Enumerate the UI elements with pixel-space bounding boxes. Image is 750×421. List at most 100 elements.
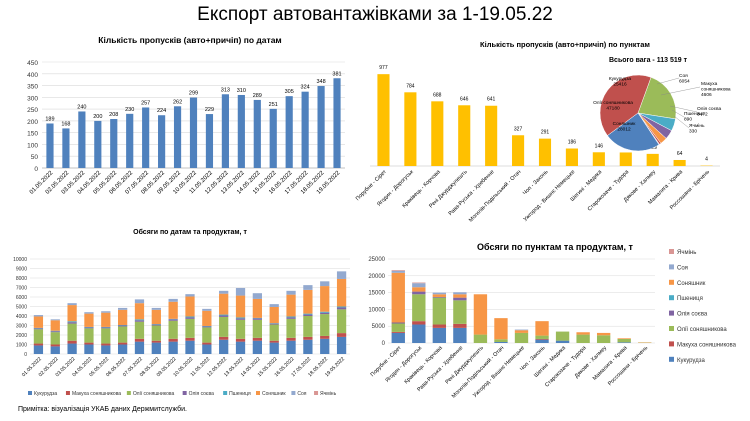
chart4-legend-label: Пшениця [229, 391, 251, 397]
chart4-segment [168, 319, 178, 321]
chart2-xtick: Чоп - Захонь [522, 169, 549, 196]
chart4-segment [286, 340, 296, 354]
chart5-segment [617, 342, 631, 343]
chart4-segment [252, 298, 262, 318]
chart4-segment [118, 344, 128, 354]
chart5-segment [391, 270, 405, 273]
chart4-segment [202, 326, 212, 328]
chart1-ytick: 150 [27, 131, 38, 138]
chart5-segment [494, 339, 508, 342]
chart4-legend-swatch [65, 391, 70, 395]
chart5-segment [391, 332, 405, 343]
pie-leader-line [671, 109, 685, 118]
chart4-legend-label: Макуха соняшникова [72, 391, 121, 397]
chart1-bar [189, 97, 198, 168]
chart4-segment [286, 337, 296, 341]
chart4-segment [219, 316, 229, 337]
chart2-title: Кількість пропусків (авто+причіп) по пун… [480, 40, 650, 49]
chart4-segment [50, 344, 60, 347]
chart5-segment [555, 331, 570, 341]
chart2-data-label: 146 [595, 143, 604, 149]
chart4-segment [185, 340, 195, 354]
chart4-ytick: 3000 [16, 324, 27, 330]
chart5-segment [412, 324, 426, 343]
pie-label-value: 28012 [617, 127, 631, 133]
chart4-segment [168, 298, 178, 302]
pie-label-value: 4606 [701, 92, 712, 98]
chart4-segment [320, 311, 330, 313]
pie-label-value: 47180 [606, 106, 620, 112]
chart2-bar [592, 152, 605, 166]
chart4-segment [252, 337, 262, 341]
chart4-segment [151, 307, 161, 310]
pie-slice [599, 74, 652, 136]
chart4-segment [303, 339, 313, 354]
chart5-segment [576, 334, 590, 343]
chart4-segment [219, 290, 229, 294]
chart4-segment [168, 338, 178, 342]
chart5-ytick: 15000 [368, 291, 385, 297]
chart4-title: Обсяги по датам та продуктам, т [133, 228, 247, 236]
chart4-segment [235, 341, 246, 354]
chart5-segment [412, 321, 426, 325]
chart1-bar [46, 123, 54, 168]
chart4-segment [202, 344, 212, 354]
chart4-segment [134, 319, 145, 321]
chart5-segment [596, 332, 611, 336]
chart4-segment [50, 332, 60, 345]
chart1-bar [253, 99, 261, 168]
chart4-segment [50, 319, 60, 321]
chart4-segment [50, 331, 60, 333]
chart4-segment [134, 338, 145, 342]
chart4-segment [235, 338, 246, 342]
chart4-segment [252, 340, 262, 354]
chart4-segment [185, 296, 195, 317]
chart4-segment [235, 319, 246, 339]
chart2-data-label: 291 [541, 130, 550, 136]
chart5-legend-swatch [669, 356, 674, 362]
chart5-segment [391, 270, 405, 271]
chart5-segment [453, 294, 467, 298]
chart4-segment [336, 306, 347, 308]
chart4-segment [286, 318, 296, 338]
chart4-segment [219, 339, 229, 354]
chart5-segment [453, 300, 467, 324]
chart4-segment [185, 294, 195, 297]
chart4-legend-label: Соя [297, 391, 306, 397]
chart4-segment [185, 316, 195, 318]
chart1-data-label: 324 [301, 85, 310, 91]
chart1-bar [62, 128, 70, 168]
chart4-segment [219, 293, 229, 315]
chart4-segment [118, 325, 128, 327]
chart4-segment [50, 346, 60, 354]
chart5-segment [514, 330, 529, 333]
chart4-legend-label: Соняшник [262, 391, 286, 397]
chart4-segment [320, 314, 330, 336]
chart4-ytick: 2000 [16, 333, 27, 339]
chart1-ytick: 100 [27, 142, 38, 149]
chart4-segment [235, 317, 246, 319]
chart4-segment [320, 281, 330, 287]
chart4-segment [252, 318, 262, 320]
pie-label-name: Олії соняшникова [593, 100, 633, 106]
chart5-segment [432, 297, 447, 325]
chart1-data-label: 257 [141, 100, 150, 106]
chart5-segment [391, 322, 405, 324]
chart4-segment [50, 320, 60, 331]
pie-label-name: Ячмінь [689, 123, 705, 129]
chart5-segment [412, 291, 426, 295]
chart4-segment [134, 320, 145, 322]
chart4-segment [185, 318, 195, 338]
chart4-segment [269, 342, 279, 354]
chart4-segment [101, 328, 111, 344]
chart4-segment [33, 329, 44, 344]
pie-label-name: Макуха [701, 81, 718, 87]
chart4-legend-swatch [314, 391, 319, 395]
chart5-segment [535, 339, 549, 343]
chart4-segment [33, 343, 44, 346]
chart5-legend-label: Соя [677, 265, 688, 271]
chart4-segment [33, 328, 44, 330]
pie-leader-line [660, 86, 701, 96]
chart1-ytick: 250 [27, 107, 38, 114]
chart4-segment [101, 312, 111, 327]
